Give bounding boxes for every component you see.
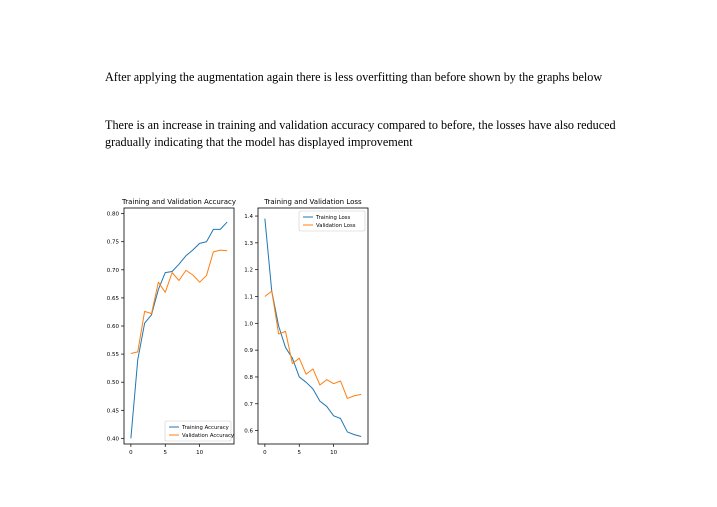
accuracy-chart: Training and Validation Accuracy 0.40 0.45… [107, 198, 236, 456]
y-tick-label: 0.8 [244, 375, 253, 381]
series-line-validation-accuracy [130, 249, 228, 355]
plot-frame [123, 207, 235, 445]
plot-frame [257, 207, 369, 445]
legend-box [298, 210, 366, 232]
x-tick-label: 10 [330, 450, 337, 456]
y-tick-label: 0.7 [244, 402, 253, 408]
x-tick-label: 5 [298, 450, 302, 456]
y-tick-label: 0.9 [244, 348, 253, 354]
y-tick-label: 0.75 [107, 240, 120, 246]
x-tick-label: 0 [263, 450, 267, 456]
y-tick-label: 0.70 [107, 268, 120, 274]
legend-label: Validation Accuracy [182, 433, 234, 439]
series-line-training-accuracy [130, 221, 228, 439]
x-tick-label: 0 [129, 450, 133, 456]
x-tick-label: 5 [164, 450, 168, 456]
y-tick-label: 0.80 [107, 212, 120, 218]
chart-title: Training and Validation Accuracy [121, 198, 236, 206]
y-tick-label: 1.2 [244, 268, 253, 274]
y-tick-label: 0.50 [107, 380, 120, 386]
legend: Training Loss Validation Loss [298, 210, 366, 232]
chart-title: Training and Validation Loss [263, 198, 362, 206]
y-tick-label: 1.4 [244, 214, 253, 220]
legend-label: Validation Loss [316, 223, 356, 229]
y-tick-label: 0.45 [107, 408, 120, 414]
x-tick-label: 10 [196, 450, 203, 456]
y-tick-label: 1.3 [244, 241, 253, 247]
y-tick-label: 1.1 [244, 295, 253, 301]
paragraph-overfitting: After applying the augmentation again th… [105, 70, 603, 84]
y-tick-label: 0.40 [107, 436, 120, 442]
series-line-validation-loss [264, 290, 362, 399]
legend-label: Training Loss [315, 215, 350, 221]
legend-label: Training Accuracy [181, 425, 229, 431]
legend-box [164, 420, 232, 442]
y-tick-label: 0.6 [244, 429, 253, 435]
loss-chart: Training and Validation Loss 0.6 0.7 0.8 0.9… [244, 198, 369, 456]
y-tick-label: 0.60 [107, 324, 120, 330]
series-line-training-loss [264, 218, 362, 437]
y-tick-label: 0.55 [107, 352, 120, 358]
legend: Training Accuracy Validation Accuracy [164, 420, 234, 442]
y-tick-label: 0.65 [107, 296, 120, 302]
training-charts-figure: Training and Validation Accuracy 0.40 0.45… [107, 198, 369, 456]
y-tick-label: 1.0 [244, 321, 253, 327]
paragraph-improvement: There is an increase in training and val… [105, 118, 616, 149]
